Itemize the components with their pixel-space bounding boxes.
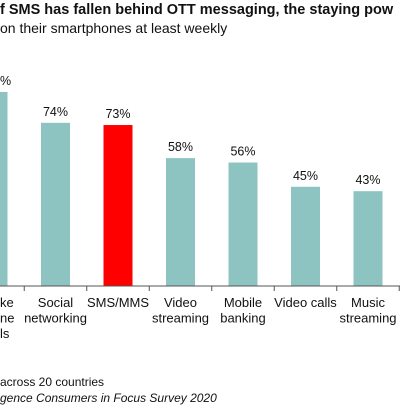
category-label-1-1: networking xyxy=(24,311,87,326)
bar-3 xyxy=(166,158,195,286)
category-label-3-0: Video xyxy=(164,295,197,310)
category-label-4-0: Mobile xyxy=(224,295,262,310)
value-labels-group: % 74% 73% 58% 56% 45% 43% xyxy=(0,74,381,187)
value-label-3: 58% xyxy=(168,140,193,154)
chart-subtitle: on their smartphones at least weekly xyxy=(0,20,228,36)
value-label-0: % xyxy=(0,74,11,88)
bar-4 xyxy=(228,162,258,286)
footnote-source: gence Consumers in Focus Survey 2020 xyxy=(0,391,217,405)
category-label-6-0: Music xyxy=(351,295,385,310)
bar-1 xyxy=(41,122,70,286)
bar-2 xyxy=(103,125,133,286)
footnote-sample: across 20 countries xyxy=(0,375,105,389)
chart-title: f SMS has fallen behind OTT messaging, t… xyxy=(0,2,394,18)
category-label-5-0: Video calls xyxy=(274,295,337,310)
value-label-1: 74% xyxy=(43,105,68,119)
category-label-0-1: ne xyxy=(0,311,14,326)
category-label-2-0: SMS/MMS xyxy=(87,295,149,310)
bar-5 xyxy=(291,186,320,286)
category-label-0-2: ls xyxy=(0,326,10,341)
bars-group xyxy=(0,91,383,287)
category-label-1-0: Social xyxy=(38,295,74,310)
value-label-5: 45% xyxy=(293,169,318,183)
category-label-0-0: ke xyxy=(0,295,14,310)
category-label-3-1: streaming xyxy=(152,311,209,326)
x-axis-ticks xyxy=(23,286,400,291)
value-label-6: 43% xyxy=(355,173,380,187)
bar-6 xyxy=(353,191,383,286)
category-label-4-1: banking xyxy=(220,311,266,326)
category-label-6-1: streaming xyxy=(339,311,396,326)
value-label-2: 73% xyxy=(105,107,130,121)
value-label-4: 56% xyxy=(230,145,255,159)
bar-0 xyxy=(0,91,8,287)
